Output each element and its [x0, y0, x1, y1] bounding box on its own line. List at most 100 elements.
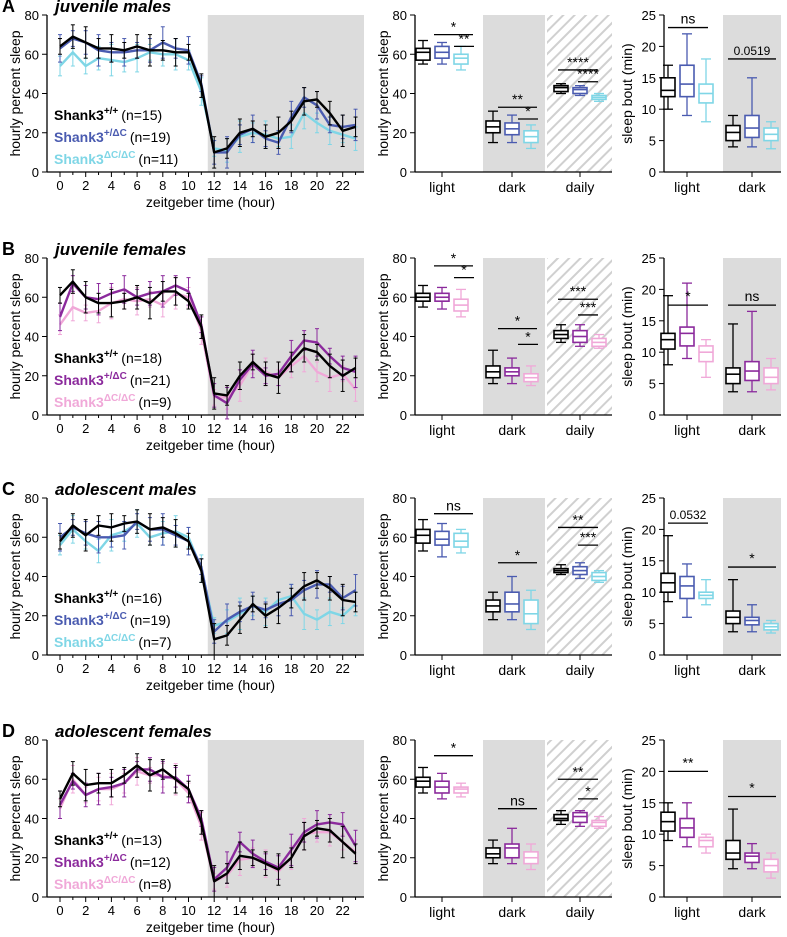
sig-label: *	[585, 783, 591, 799]
legend-entry: Shank3+/ΔC (n=19)	[54, 611, 171, 628]
legend-entry: Shank3+/ΔC (n=21)	[54, 371, 171, 388]
x-tick-label: 20	[310, 661, 324, 676]
legend-n: (n=18)	[121, 350, 162, 366]
x-tick-label: 6	[133, 903, 140, 918]
box-y-tick-label: 40	[393, 570, 407, 585]
bout-y-tick-label: 20	[642, 764, 656, 779]
bout-y-tick-label: 5	[649, 859, 656, 874]
box-category-label: light	[429, 179, 455, 195]
box-mark	[553, 324, 569, 344]
sig-label: ****	[567, 54, 589, 70]
y-tick-label: 40	[25, 330, 39, 345]
sig-label: ***	[580, 299, 597, 315]
box-iqr	[453, 532, 469, 548]
bout-y-tick-label: 15	[642, 554, 656, 569]
legend-entry: Shank3+/+ (n=18)	[54, 349, 162, 366]
x-tick-label: 6	[133, 661, 140, 676]
x-tick-label: 8	[159, 903, 166, 918]
legend-gene: Shank3	[54, 612, 104, 628]
box-mark	[415, 284, 431, 308]
bout-sig-label: ns	[745, 288, 760, 304]
box-mark	[591, 815, 607, 829]
bout-y-tick-label: 20	[642, 282, 656, 297]
x-tick-label: 22	[335, 903, 349, 918]
box-category-label: dark	[498, 422, 526, 438]
box-mark	[453, 288, 469, 318]
x-axis-title: zeitgeber time (hour)	[146, 194, 275, 210]
y-axis-title: hourly percent sleep	[7, 755, 23, 881]
box-y-axis-title: hourly percent sleep	[375, 30, 391, 156]
legend-gene: Shank3	[54, 151, 104, 167]
series-line-0	[58, 764, 357, 883]
box-mark	[763, 121, 779, 150]
box-mark	[453, 528, 469, 554]
bout-category-label: dark	[738, 904, 766, 920]
bout-sig-label: *	[749, 780, 755, 796]
box-mark	[434, 286, 450, 310]
y-tick-label: 80	[25, 8, 39, 23]
box-y-axis-title: hourly percent sleep	[375, 513, 391, 639]
x-tick-label: 16	[258, 421, 272, 436]
box-mark	[415, 766, 431, 794]
legend-entry: Shank3ΔC/ΔC (n=8)	[54, 875, 172, 892]
x-tick-label: 4	[108, 661, 115, 676]
x-axis-title: zeitgeber time (hour)	[146, 919, 275, 935]
box-mark	[434, 522, 450, 558]
box-y-axis-title: hourly percent sleep	[375, 755, 391, 881]
box-mark	[725, 578, 741, 633]
box-y-tick-label: 80	[393, 491, 407, 506]
legend-entry: Shank3+/+ (n=16)	[54, 589, 162, 606]
legend-genotype: +/+	[104, 831, 119, 842]
series-line-0	[59, 520, 356, 641]
box-mark	[485, 349, 501, 385]
legend-n: (n=19)	[130, 129, 171, 145]
x-tick-label: 10	[181, 661, 195, 676]
box-mark	[744, 77, 760, 148]
box-y-tick-label: 40	[393, 330, 407, 345]
x-tick-label: 6	[133, 421, 140, 436]
x-tick-label: 16	[258, 661, 272, 676]
legend-genotype: ΔC/ΔC	[104, 150, 136, 161]
box-iqr	[591, 819, 607, 828]
box-y-tick-label: 60	[393, 47, 407, 62]
box-mark	[698, 58, 714, 123]
legend-n: (n=9)	[138, 394, 171, 410]
box-iqr	[415, 528, 431, 544]
legend-n: (n=19)	[130, 612, 171, 628]
box-mark	[679, 33, 695, 117]
box-iqr	[660, 77, 676, 98]
box-y-tick-label: 60	[393, 772, 407, 787]
legend-n: (n=11)	[138, 151, 178, 167]
bout-category-label: dark	[738, 422, 766, 438]
legend-gene: Shank3	[54, 350, 104, 366]
panel-title: adolescent males	[55, 480, 197, 499]
x-tick-label: 20	[310, 903, 324, 918]
box-category-label: daily	[566, 904, 595, 920]
legend-gene: Shank3	[54, 107, 104, 123]
sig-label: *	[525, 328, 531, 344]
y-tick-label: 80	[25, 491, 39, 506]
box-iqr	[453, 53, 469, 65]
box-mark	[434, 41, 450, 65]
box-mark	[660, 802, 676, 842]
dark-phase-shading	[207, 740, 364, 897]
box-category-label: daily	[566, 662, 595, 678]
legend-gene: Shank3	[54, 876, 104, 892]
y-tick-label: 40	[25, 812, 39, 827]
box-category-label: daily	[566, 179, 595, 195]
box-mark	[434, 772, 450, 800]
box-mark	[679, 802, 695, 848]
bout-sig-label: 0.0532	[670, 508, 707, 522]
sig-label: ns	[510, 793, 525, 809]
box-y-tick-label: 20	[393, 126, 407, 141]
box-mark	[504, 827, 520, 865]
box-iqr	[763, 367, 779, 385]
bout-y-tick-label: 0	[649, 890, 656, 905]
x-tick-label: 10	[181, 178, 195, 193]
legend-genotype: +/ΔC	[104, 853, 127, 864]
bout-category-label: light	[674, 904, 700, 920]
bout-y-tick-label: 15	[642, 796, 656, 811]
x-tick-label: 16	[258, 178, 272, 193]
box-mark	[725, 808, 741, 870]
box-mark	[679, 282, 695, 360]
